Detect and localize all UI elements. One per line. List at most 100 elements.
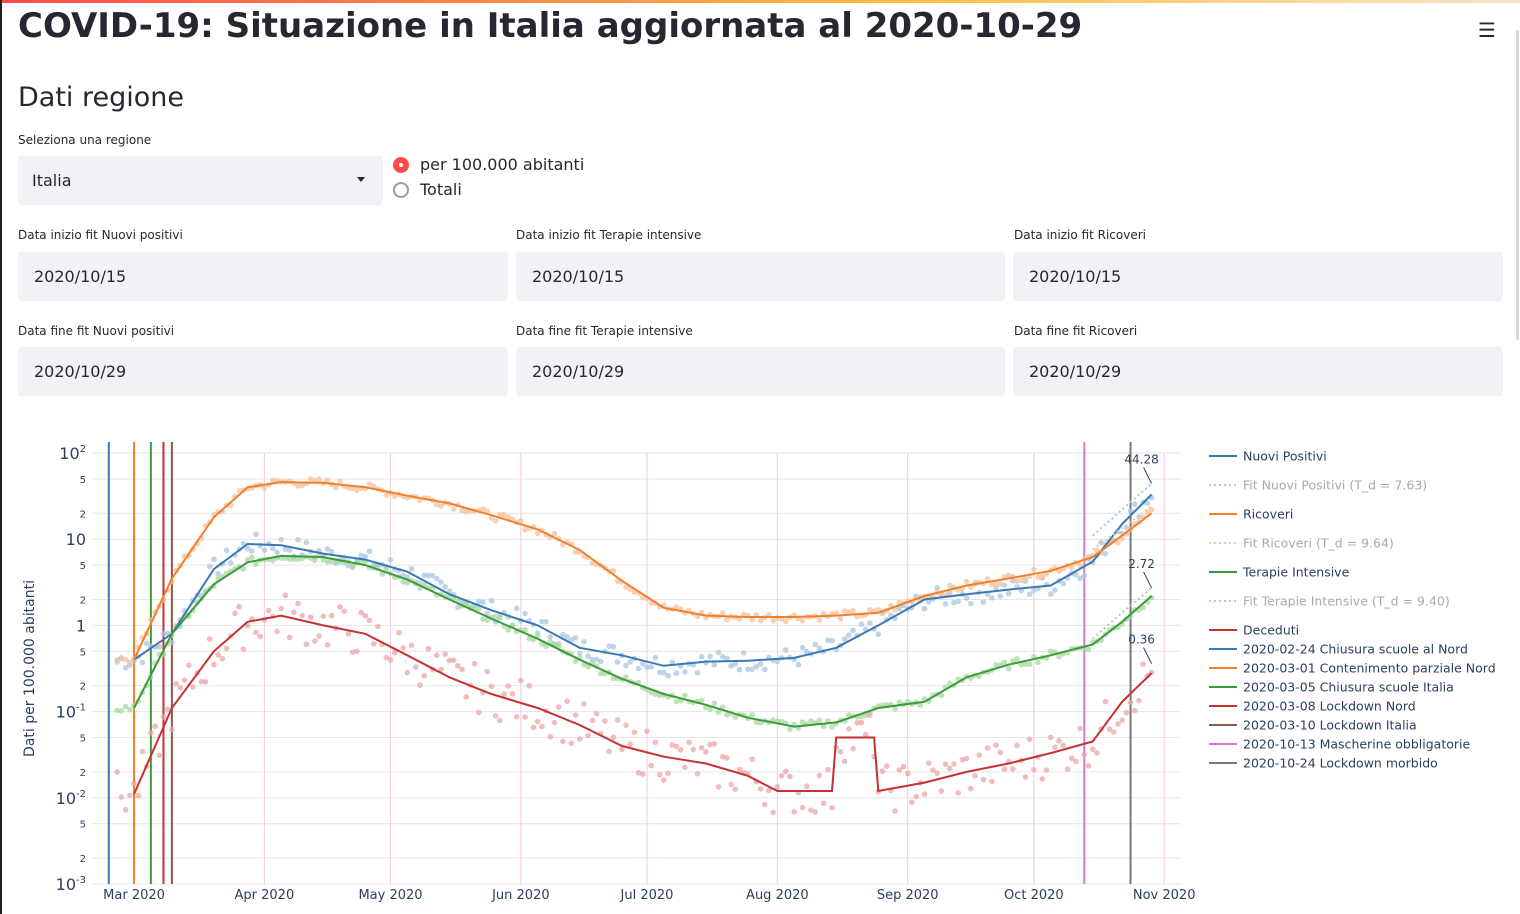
data-point [513, 605, 520, 612]
radio-per-100000[interactable]: per 100.000 abitanti [393, 155, 584, 174]
x-tick-label: Mar 2020 [103, 888, 165, 903]
hamburger-menu-icon[interactable]: ☰ [1478, 18, 1496, 42]
data-point [328, 548, 335, 555]
data-point [858, 621, 865, 628]
data-point [644, 728, 650, 735]
data-point [303, 641, 310, 648]
fit-line [1092, 505, 1153, 551]
x-tick-label: Jun 2020 [491, 888, 550, 903]
data-point [492, 613, 499, 620]
data-point [682, 692, 688, 699]
data-point [640, 771, 646, 777]
data-point [980, 599, 987, 605]
fit-end-input-nuovi[interactable]: 2020/10/29 [18, 347, 508, 396]
data-point [127, 659, 133, 665]
data-point [661, 777, 667, 783]
data-point [576, 736, 583, 742]
data-point [837, 616, 844, 622]
data-point [211, 556, 217, 563]
y-minor-tick-label: 5 [80, 561, 86, 572]
data-point [761, 801, 768, 808]
data-point [349, 649, 356, 655]
data-point [896, 767, 903, 773]
data-point [476, 709, 482, 716]
covid-chart[interactable]: Mar 2020 Apr 2020 May 2020 Jun 2020 Jul 2020… [0, 400, 1520, 914]
data-point [438, 666, 444, 673]
data-point [564, 698, 570, 705]
data-point [320, 613, 327, 620]
data-point [492, 713, 499, 719]
data-point [652, 739, 659, 746]
data-point [959, 756, 966, 763]
data-point [585, 732, 591, 739]
data-point [202, 679, 209, 685]
data-point [984, 576, 991, 582]
data-point [169, 639, 175, 646]
data-point [379, 571, 385, 577]
data-point [547, 634, 554, 640]
data-point [421, 572, 427, 578]
fit-start-label-terapie: Data inizio fit Terapie intensive [516, 228, 702, 242]
fit-end-input-ricoveri[interactable]: 2020/10/29 [1013, 347, 1503, 396]
data-point [698, 745, 705, 751]
data-point [597, 670, 604, 677]
data-point [476, 605, 482, 612]
data-point [488, 597, 495, 604]
data-point [774, 658, 781, 665]
data-point [854, 720, 861, 726]
data-point [480, 506, 486, 512]
data-point [232, 610, 238, 617]
region-select[interactable]: Italia [18, 156, 383, 205]
data-point [946, 582, 953, 589]
top-decoration-bar [0, 0, 1520, 3]
data-point [1018, 577, 1025, 584]
data-point [1014, 578, 1020, 585]
data-point [816, 717, 823, 724]
data-point [1073, 758, 1079, 765]
data-point [383, 566, 390, 572]
data-point [795, 661, 802, 668]
data-point [206, 563, 213, 570]
fit-start-input-terapie[interactable]: 2020/10/15 [516, 252, 1005, 301]
data-point [253, 629, 259, 636]
scrollbar[interactable] [1516, 30, 1519, 340]
data-point [711, 741, 718, 747]
fit-start-input-nuovi[interactable]: 2020/10/15 [18, 252, 508, 301]
data-point [551, 719, 558, 726]
data-point [1022, 661, 1029, 667]
series-line [133, 481, 1153, 661]
data-point [497, 615, 503, 621]
data-point [404, 669, 411, 676]
data-point [463, 508, 470, 515]
data-point [1102, 698, 1109, 705]
data-point [782, 647, 789, 653]
data-point [677, 747, 684, 753]
fit-start-input-ricoveri[interactable]: 2020/10/15 [1013, 252, 1503, 301]
data-point [547, 733, 554, 740]
data-point [534, 530, 541, 536]
data-point [1060, 580, 1067, 587]
radio-totali[interactable]: Totali [393, 180, 462, 199]
data-point [1035, 659, 1041, 666]
y-tick-label: 10-2 [56, 789, 86, 808]
legend-label: 2020-10-24 Lockdown morbido [1243, 756, 1438, 771]
fit-end-input-terapie[interactable]: 2020/10/29 [516, 347, 1005, 396]
data-point [333, 484, 339, 491]
data-point [1115, 540, 1121, 546]
data-point [875, 631, 882, 637]
data-point [269, 545, 276, 552]
data-point [1010, 577, 1016, 584]
legend-label: Ricoveri [1243, 507, 1293, 522]
data-point [1005, 572, 1012, 579]
data-point [358, 609, 364, 616]
data-point [803, 783, 810, 790]
data-point [757, 661, 764, 667]
data-point [522, 610, 528, 617]
data-point [988, 582, 995, 588]
data-point [450, 506, 457, 512]
input-value: 2020/10/15 [34, 267, 127, 286]
x-tick-label: Oct 2020 [1004, 888, 1064, 903]
data-point [1077, 562, 1083, 569]
radio-label: Totali [420, 180, 462, 199]
data-point [841, 608, 848, 614]
